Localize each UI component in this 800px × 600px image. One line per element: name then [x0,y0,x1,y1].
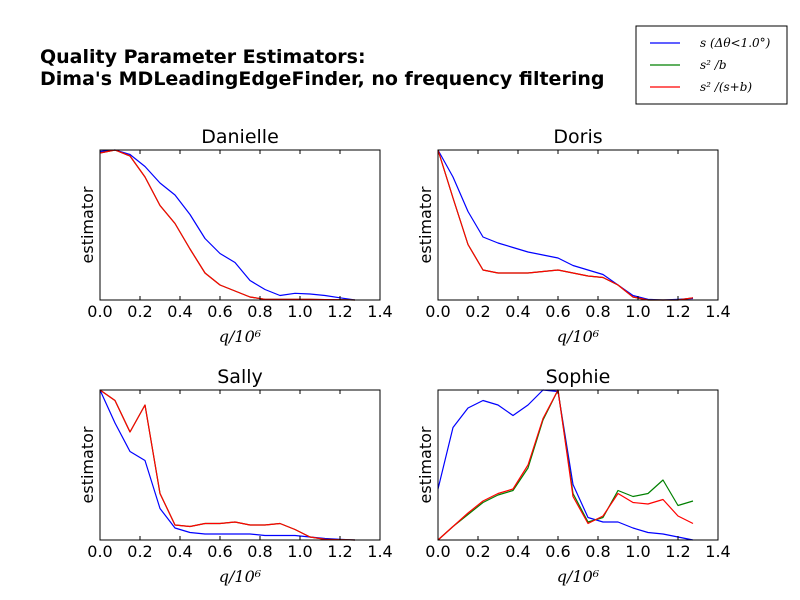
subplot-3: 0.0 0.2 0.4 0.6 0.8 1.0 1.2 1.4 Sophie estimator q… [416,366,731,586]
series-line-0 [437,389,694,541]
x-tick-label: 0.0 [87,542,112,561]
x-tick-label: 0.8 [247,542,272,561]
x-tick-label: 0.6 [545,542,570,561]
x-tick-label: 1.0 [287,302,312,321]
subplot-1: 0.0 0.2 0.4 0.6 0.8 1.0 1.2 1.4 Doris estimator q/… [416,126,731,346]
x-axis-label: q/10⁶ [219,327,262,346]
subplots: 0.0 0.2 0.4 0.6 0.8 1.0 1.2 1.4 Danielle estimato… [78,126,731,586]
x-axis-label: q/10⁶ [219,567,262,586]
series-line-1 [437,389,694,541]
subplot-2: 0.0 0.2 0.4 0.6 0.8 1.0 1.2 1.4 Sally estimator q/… [78,366,393,586]
x-tick-label: 0.0 [87,302,112,321]
x-tick-label: 0.2 [127,302,152,321]
x-tick-label: 1.4 [705,542,730,561]
x-tick-label: 0.2 [465,302,490,321]
x-axis-label: q/10⁶ [557,567,600,586]
x-tick-label: 1.0 [625,302,650,321]
x-tick-label: 0.4 [505,542,530,561]
series-line-0 [437,149,694,301]
y-axis-label: estimator [78,426,97,503]
y-axis-label: estimator [416,426,435,503]
figure-title-line-1: Quality Parameter Estimators: [40,46,366,68]
legend-label-2: s² /(s+b) [700,80,752,94]
x-tick-label: 1.4 [705,302,730,321]
x-tick-label: 0.4 [505,302,530,321]
subplot-title: Sally [217,366,263,388]
x-tick-label: 1.0 [287,542,312,561]
x-tick-label: 0.0 [425,302,450,321]
x-tick-label: 0.6 [207,542,232,561]
x-tick-label: 0.2 [465,542,490,561]
x-tick-label: 1.2 [665,542,690,561]
x-tick-label: 0.4 [167,542,192,561]
figure-title-line-2: Dima's MDLeadingEdgeFinder, no frequency… [40,68,604,90]
legend: s (Δθ<1.0°) s² /b s² /(s+b) [635,25,788,105]
legend-label-1: s² /b [700,58,727,72]
x-tick-label: 0.4 [167,302,192,321]
x-tick-label: 0.8 [585,542,610,561]
series-line-2 [99,149,356,301]
x-tick-label: 0.0 [425,542,450,561]
series-line-0 [99,389,356,541]
subplot-0: 0.0 0.2 0.4 0.6 0.8 1.0 1.2 1.4 Danielle estimato… [78,126,393,346]
x-tick-label: 1.4 [367,542,392,561]
x-tick-label: 1.2 [327,542,352,561]
x-tick-label: 0.6 [545,302,570,321]
legend-label-0: s (Δθ<1.0°) [700,36,771,50]
y-axis-label: estimator [78,186,97,263]
x-tick-label: 1.4 [367,302,392,321]
x-tick-label: 1.0 [625,542,650,561]
series-line-1 [99,389,356,541]
subplot-title: Danielle [201,126,279,148]
x-tick-label: 1.2 [327,302,352,321]
plot-frame [99,149,381,301]
plot-frame [437,149,719,301]
x-axis-label: q/10⁶ [557,327,600,346]
subplot-title: Doris [553,126,602,148]
x-tick-label: 0.8 [247,302,272,321]
x-tick-label: 0.6 [207,302,232,321]
plot-frame [99,389,381,541]
subplot-title: Sophie [546,366,611,388]
x-tick-label: 0.8 [585,302,610,321]
series-line-2 [437,389,694,541]
x-tick-label: 1.2 [665,302,690,321]
series-line-0 [99,149,356,301]
series-line-2 [99,389,356,541]
series-line-1 [99,149,356,301]
y-axis-label: estimator [416,186,435,263]
x-tick-label: 0.2 [127,542,152,561]
plot-frame [437,389,719,541]
